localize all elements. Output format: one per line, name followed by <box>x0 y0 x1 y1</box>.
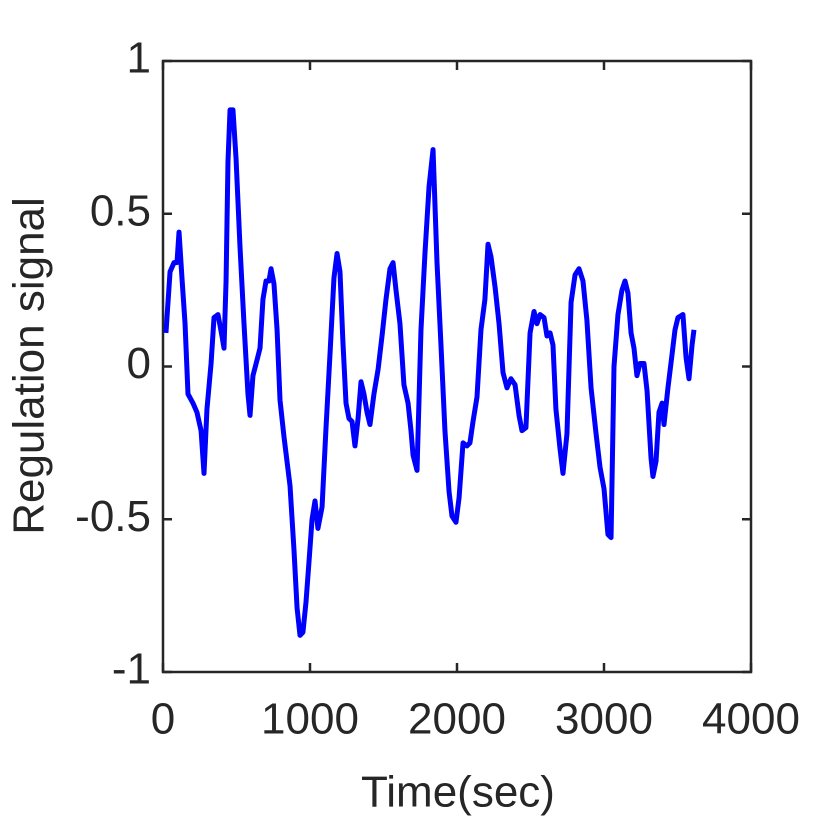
x-axis-label: Time(sec) <box>361 768 555 817</box>
x-tick-label: 3000 <box>555 695 653 744</box>
x-tick-label: 0 <box>151 695 175 744</box>
y-tick-label: -0.5 <box>75 492 151 541</box>
y-tick-label: 0 <box>127 339 151 388</box>
y-axis-label: Regulation signal <box>5 197 54 535</box>
plot-frame <box>161 59 753 674</box>
x-tick-label: 2000 <box>408 695 506 744</box>
y-tick-label: -1 <box>112 645 151 694</box>
x-tick-label: 1000 <box>261 695 359 744</box>
y-tick-label: 1 <box>127 34 151 83</box>
x-tick-label: 4000 <box>702 695 800 744</box>
y-tick-label: 0.5 <box>90 186 151 235</box>
data-line <box>163 107 697 638</box>
